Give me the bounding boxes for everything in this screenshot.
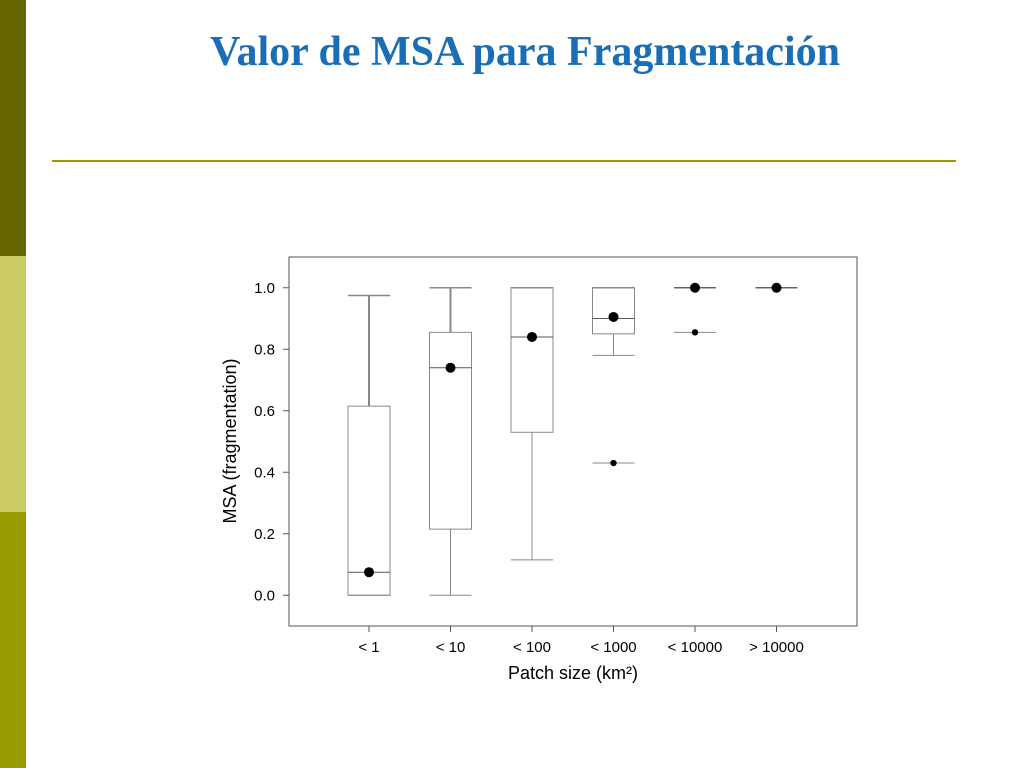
outlier-point bbox=[691, 329, 699, 336]
x-tick-label: < 100 bbox=[513, 639, 551, 656]
mean-point bbox=[527, 331, 537, 342]
mean-point bbox=[608, 311, 619, 322]
sidebar-segment-middle bbox=[0, 256, 26, 512]
box-body bbox=[592, 287, 635, 335]
y-tick-label: 0.0 bbox=[254, 587, 275, 604]
plot-frame bbox=[288, 256, 858, 627]
box-body bbox=[510, 287, 554, 433]
x-tick-label: < 1000 bbox=[590, 639, 636, 656]
y-tick-label: 0.4 bbox=[254, 464, 275, 481]
y-axis-label: MSA (fragmentation) bbox=[220, 358, 240, 523]
mean-point bbox=[690, 282, 700, 293]
x-axis: < 1 < 10 < 100 < 1000 < 10000 > 10000 bbox=[358, 626, 804, 656]
mean-point bbox=[445, 362, 456, 373]
x-tick-label: < 1 bbox=[358, 639, 379, 656]
y-tick-label: 0.6 bbox=[254, 403, 275, 420]
x-tick-label: < 10 bbox=[436, 639, 466, 656]
box-body bbox=[429, 331, 472, 530]
box-group bbox=[347, 282, 798, 596]
x-tick-label: > 10000 bbox=[749, 639, 804, 656]
x-tick-label: < 10000 bbox=[668, 639, 723, 656]
mean-point bbox=[364, 567, 374, 578]
x-axis-label: Patch size (km²) bbox=[508, 663, 638, 683]
y-axis: 0.0 0.2 0.4 0.6 0.8 1.0 bbox=[254, 280, 289, 604]
y-tick-label: 0.8 bbox=[254, 341, 275, 358]
box-body bbox=[347, 405, 391, 596]
title-divider bbox=[52, 160, 956, 162]
outlier-point bbox=[610, 459, 617, 467]
mean-point bbox=[771, 282, 782, 293]
y-tick-label: 1.0 bbox=[254, 280, 275, 297]
sidebar-segment-bottom bbox=[0, 512, 26, 768]
slide-title: Valor de MSA para Fragmentación bbox=[210, 29, 840, 75]
sidebar-segment-top bbox=[0, 0, 26, 256]
y-tick-label: 0.2 bbox=[254, 526, 275, 543]
